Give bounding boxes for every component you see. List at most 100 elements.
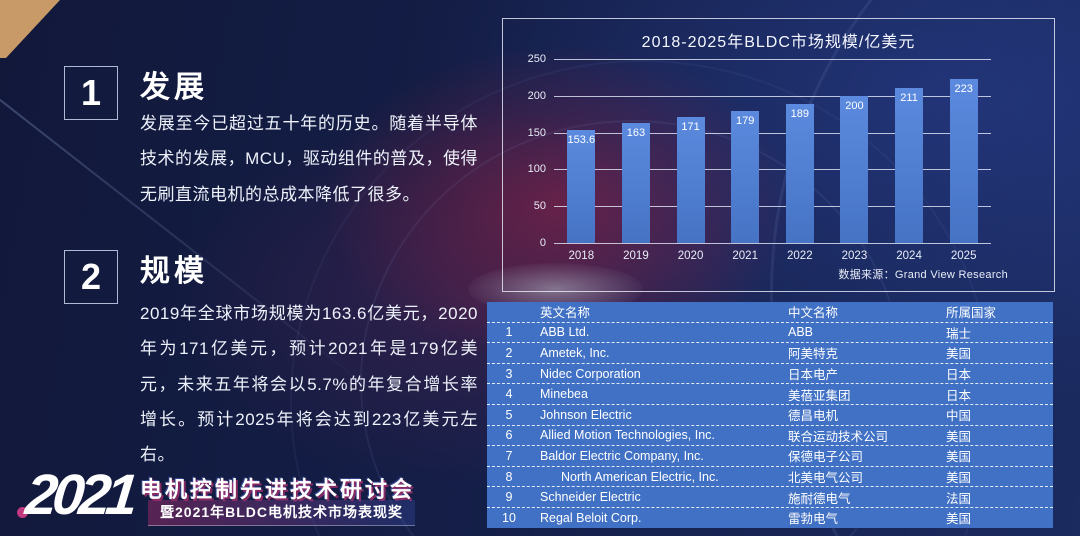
table-header-row: 英文名称 中文名称 所属国家 xyxy=(487,302,1053,323)
rank-cell: 9 xyxy=(505,490,513,505)
section-body: 2019年全球市场规模为163.6亿美元，2020年为171亿美元，预计2021… xyxy=(140,304,478,465)
english-name-cell: Johnson Electric xyxy=(540,407,632,422)
table-row: 6 Allied Motion Technologies, Inc. 联合运动技术公… xyxy=(487,426,1053,447)
english-name-cell: ABB Ltd. xyxy=(540,325,590,340)
logo-dot-decoration xyxy=(17,507,28,518)
x-axis-tick: 2018 xyxy=(568,250,595,262)
chinese-name-cell: 北美电气公司 xyxy=(788,471,864,486)
bar-value-label: 223 xyxy=(954,82,973,95)
chinese-name-cell: 保德电子公司 xyxy=(788,450,864,465)
english-name-cell: North American Electric, Inc. xyxy=(561,469,719,484)
gridline xyxy=(554,132,991,134)
table-row: 4 Minebea 美蓓亚集团 日本 xyxy=(487,384,1053,405)
chinese-name-cell: 日本电产 xyxy=(788,368,839,383)
english-name-cell: Allied Motion Technologies, Inc. xyxy=(540,428,715,443)
english-name-cell: Nidec Corporation xyxy=(540,366,641,381)
country-cell: 日本 xyxy=(946,368,972,383)
event-subtitle: 暨2021年BLDC电机技术市场表现奖 xyxy=(148,500,416,526)
rank-cell: 6 xyxy=(505,428,513,443)
y-axis-tick: 100 xyxy=(527,163,546,176)
country-cell: 美国 xyxy=(946,450,972,465)
country-cell: 中国 xyxy=(946,409,972,424)
table-row: 2 Ametek, Inc. 阿美特克 美国 xyxy=(487,343,1053,364)
event-title: 电机控制先进技术研讨会 xyxy=(140,477,416,502)
table-row: 9 Schneider Electric 施耐德电气 法国 xyxy=(487,487,1053,508)
logo-year: 2021 xyxy=(22,463,137,527)
bar-value-label: 163 xyxy=(626,127,646,140)
x-axis-tick: 2019 xyxy=(623,250,649,262)
y-axis-tick: 200 xyxy=(527,89,546,102)
chinese-name-cell: 联合运动技术公司 xyxy=(788,429,889,444)
gridline xyxy=(554,243,991,244)
country-cell: 美国 xyxy=(946,429,972,444)
rank-cell: 8 xyxy=(505,469,513,484)
bar-chart-panel: 2018-2025年BLDC市场规模/亿美元 0 50 100 150 200 250 15… xyxy=(502,18,1055,292)
table-row: 7 Baldor Electric Company, Inc. 保德电子公司 美国 xyxy=(487,446,1053,467)
x-axis-tick: 2022 xyxy=(787,250,813,262)
bar: 179 xyxy=(731,111,760,243)
chinese-name-cell: 施耐德电气 xyxy=(788,491,851,506)
section-number-badge: 2 xyxy=(64,250,118,304)
section-number: 2 xyxy=(80,256,102,297)
bar-value-label: 211 xyxy=(900,91,918,104)
chart-plot-area: 0 50 100 150 200 250 153.6 2018 163 2019 171 2020 17… xyxy=(528,53,991,262)
chinese-name-cell: 德昌电机 xyxy=(788,409,839,424)
table-row: 1 ABB Ltd. ABB 瑞士 xyxy=(487,323,1053,344)
chart-title: 2018-2025年BLDC市场规模/亿美元 xyxy=(641,34,916,51)
bar: 223 xyxy=(949,78,978,243)
bar: 211 xyxy=(895,87,924,243)
country-cell: 日本 xyxy=(946,388,972,403)
header-country: 所属国家 xyxy=(946,306,997,321)
company-table: 英文名称 中文名称 所属国家 1 ABB Ltd. ABB 瑞士 2 Ametek, In… xyxy=(487,302,1053,528)
x-axis-tick: 2024 xyxy=(896,250,922,262)
chart-source: 数据来源：Grand View Research xyxy=(838,269,1008,281)
rank-cell: 2 xyxy=(505,345,513,360)
table-row: 5 Johnson Electric 德昌电机 中国 xyxy=(487,405,1053,426)
x-axis-tick: 2023 xyxy=(841,250,868,262)
y-axis-tick: 50 xyxy=(533,200,546,213)
chinese-name-cell: 雷勃电气 xyxy=(788,512,839,527)
section-number: 1 xyxy=(80,72,102,113)
rank-cell: 3 xyxy=(505,366,513,381)
section-body: 发展至今已超过五十年的历史。随着半导体技术的发展，MCU，驱动组件的普及，使得无… xyxy=(140,114,478,204)
gridline xyxy=(554,95,991,97)
section-title: 规模 xyxy=(140,255,208,288)
bar: 171 xyxy=(676,117,705,243)
bar-value-label: 189 xyxy=(790,107,809,120)
english-name-cell: Regal Beloit Corp. xyxy=(540,510,642,525)
bar-value-label: 153.6 xyxy=(567,133,596,146)
gridline xyxy=(554,59,991,60)
y-axis-tick: 250 xyxy=(527,53,546,65)
rank-cell: 1 xyxy=(505,325,513,340)
english-name-cell: Schneider Electric xyxy=(540,490,641,505)
country-cell: 瑞士 xyxy=(946,326,972,341)
english-name-cell: Baldor Electric Company, Inc. xyxy=(540,448,704,463)
bar-value-label: 200 xyxy=(845,99,864,112)
rank-cell: 10 xyxy=(502,510,516,525)
table-row: 8 North American Electric, Inc. 北美电气公司 美国 xyxy=(487,467,1053,488)
header-chinese-name: 中文名称 xyxy=(788,306,839,321)
english-name-cell: Ametek, Inc. xyxy=(540,345,610,360)
x-axis-tick: 2025 xyxy=(950,250,977,262)
y-axis-tick: 0 xyxy=(539,237,546,249)
rank-cell: 5 xyxy=(505,407,513,422)
bar-value-label: 171 xyxy=(681,121,700,134)
bar: 163 xyxy=(621,123,650,243)
corner-ribbon-decoration xyxy=(0,0,60,58)
chinese-name-cell: 阿美特克 xyxy=(788,347,839,362)
bar: 189 xyxy=(785,103,814,243)
chinese-name-cell: ABB xyxy=(788,325,814,340)
country-cell: 法国 xyxy=(946,491,972,506)
country-cell: 美国 xyxy=(946,347,972,362)
english-name-cell: Minebea xyxy=(540,387,588,402)
x-axis-tick: 2021 xyxy=(732,250,758,262)
bar: 200 xyxy=(840,95,869,243)
table-row: 10 Regal Beloit Corp. 雷勃电气 美国 xyxy=(487,508,1053,528)
table-row: 3 Nidec Corporation 日本电产 日本 xyxy=(487,364,1053,385)
country-cell: 美国 xyxy=(946,512,972,527)
rank-cell: 4 xyxy=(505,387,513,402)
section-title: 发展 xyxy=(140,71,208,104)
section-number-badge: 1 xyxy=(64,66,118,120)
bar: 153.6 xyxy=(567,129,596,243)
